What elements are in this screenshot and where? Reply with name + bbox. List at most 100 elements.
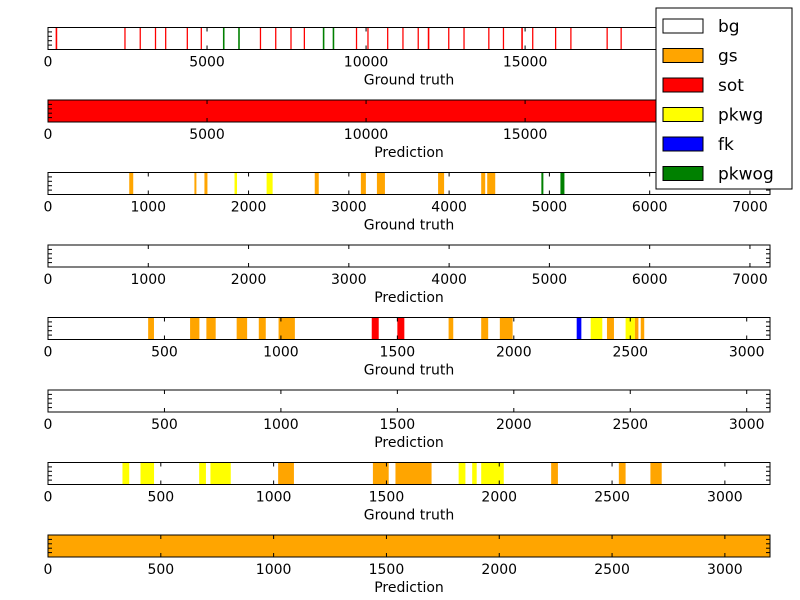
segment-gs bbox=[499, 317, 513, 340]
x-tick-label: 2500 bbox=[612, 417, 648, 433]
segment-gs bbox=[206, 317, 216, 340]
x-axis-label: Ground truth bbox=[364, 218, 454, 234]
x-tick-label: 7000 bbox=[732, 272, 768, 288]
segment-pkwog bbox=[222, 27, 225, 50]
segment-gs bbox=[204, 172, 208, 195]
x-tick-label: 2000 bbox=[231, 272, 267, 288]
segment-sot bbox=[387, 27, 389, 50]
segment-fk bbox=[576, 317, 582, 340]
segment-gs bbox=[236, 317, 248, 340]
segment-sot bbox=[417, 27, 419, 50]
x-tick-label: 2000 bbox=[496, 345, 532, 361]
x-tick-label: 1500 bbox=[369, 562, 405, 578]
segment-gs bbox=[372, 462, 389, 485]
segment-gs bbox=[438, 172, 445, 195]
x-tick-label: 0 bbox=[44, 562, 53, 578]
segment-pkwg bbox=[458, 462, 466, 485]
x-tick-label: 5000 bbox=[532, 200, 568, 216]
legend-box bbox=[655, 7, 793, 190]
strip-panel-4: 0 500 1000 1500 2000 2500 3000 Ground truth bbox=[44, 317, 771, 379]
x-tick-label: 500 bbox=[151, 417, 178, 433]
x-tick-label: 1000 bbox=[130, 200, 166, 216]
x-tick-label: 3000 bbox=[729, 345, 765, 361]
x-axis-label: Ground truth bbox=[364, 363, 454, 379]
legend-entry-gs: gs bbox=[662, 47, 738, 67]
x-tick-label: 3000 bbox=[707, 490, 743, 506]
segment-sot bbox=[200, 27, 202, 50]
segment-gs bbox=[487, 172, 496, 195]
segment-sot bbox=[570, 27, 572, 50]
strip-panel-1: 0 5000 10000 15000 Prediction bbox=[44, 99, 771, 161]
legend-entry-sot: sot bbox=[662, 76, 744, 96]
segment-gs bbox=[551, 462, 558, 485]
segment-sot bbox=[606, 27, 608, 50]
legend-label: gs bbox=[718, 47, 738, 67]
segment-gs bbox=[481, 317, 489, 340]
legend-entry-fk: fk bbox=[662, 135, 734, 155]
x-tick-label: 0 bbox=[44, 417, 53, 433]
segment-sot bbox=[521, 27, 523, 50]
segment-sot bbox=[554, 27, 557, 50]
legend-entry-bg: bg bbox=[662, 17, 740, 37]
segment-gs bbox=[278, 317, 295, 340]
strip-background bbox=[48, 27, 770, 50]
segment-sot bbox=[367, 27, 369, 50]
segment-pkwog bbox=[238, 27, 240, 50]
strip-panel-5: 0 500 1000 1500 2000 2500 3000 Prediction bbox=[44, 389, 771, 451]
segment-gs bbox=[481, 172, 486, 195]
segment-pkwog bbox=[332, 27, 335, 50]
x-tick-label: 1500 bbox=[369, 490, 405, 506]
legend-label: bg bbox=[718, 17, 740, 37]
x-axis-label: Prediction bbox=[374, 145, 444, 161]
segment-sot bbox=[275, 27, 277, 50]
segment-sot bbox=[303, 27, 305, 50]
legend-label: fk bbox=[718, 135, 734, 155]
x-tick-label: 2500 bbox=[612, 345, 648, 361]
segment-sot bbox=[463, 27, 465, 50]
segment-pkwg bbox=[481, 462, 504, 485]
x-axis-label: Prediction bbox=[374, 435, 444, 451]
segment-sot bbox=[371, 317, 379, 340]
x-tick-label: 4000 bbox=[431, 272, 467, 288]
segment-pkwog bbox=[541, 172, 544, 195]
segment-sot bbox=[259, 27, 262, 50]
segment-pkwog bbox=[560, 172, 565, 195]
x-tick-label: 1000 bbox=[263, 345, 299, 361]
segment-pkwg bbox=[590, 317, 603, 340]
legend-entry-pkwog: pkwog bbox=[662, 165, 774, 185]
segment-sot bbox=[154, 27, 157, 50]
segment-sot bbox=[402, 27, 404, 50]
x-tick-label: 1000 bbox=[256, 562, 292, 578]
legend: bg gs sot pkwg fk pkwog bbox=[655, 7, 793, 190]
segment-sot bbox=[48, 100, 770, 122]
x-tick-label: 0 bbox=[44, 345, 53, 361]
segment-gs bbox=[148, 317, 154, 340]
x-tick-label: 3000 bbox=[707, 562, 743, 578]
legend-swatch bbox=[662, 77, 704, 93]
segment-gs bbox=[395, 462, 432, 485]
segment-gs bbox=[650, 462, 662, 485]
x-tick-label: 5000 bbox=[189, 55, 225, 71]
segment-pkwg bbox=[140, 462, 155, 485]
strip-frame bbox=[47, 317, 771, 340]
strip-frame bbox=[47, 244, 771, 268]
x-tick-label: 0 bbox=[44, 55, 53, 71]
x-tick-label: 500 bbox=[147, 490, 174, 506]
segment-sot bbox=[355, 27, 358, 50]
segment-pkwg bbox=[625, 317, 635, 340]
x-tick-label: 4000 bbox=[431, 200, 467, 216]
segment-pkwg bbox=[234, 172, 238, 195]
x-tick-label: 10000 bbox=[344, 127, 389, 143]
segment-gs bbox=[194, 172, 197, 195]
x-tick-label: 10000 bbox=[344, 55, 389, 71]
segment-pkwg bbox=[266, 172, 273, 195]
segment-sot bbox=[397, 317, 405, 340]
segment-sot bbox=[124, 27, 126, 50]
x-tick-label: 7000 bbox=[732, 200, 768, 216]
strip-background bbox=[48, 172, 770, 195]
segment-gs bbox=[190, 317, 200, 340]
segment-pkwg bbox=[210, 462, 231, 485]
x-tick-label: 1500 bbox=[380, 345, 416, 361]
x-tick-label: 6000 bbox=[632, 272, 668, 288]
